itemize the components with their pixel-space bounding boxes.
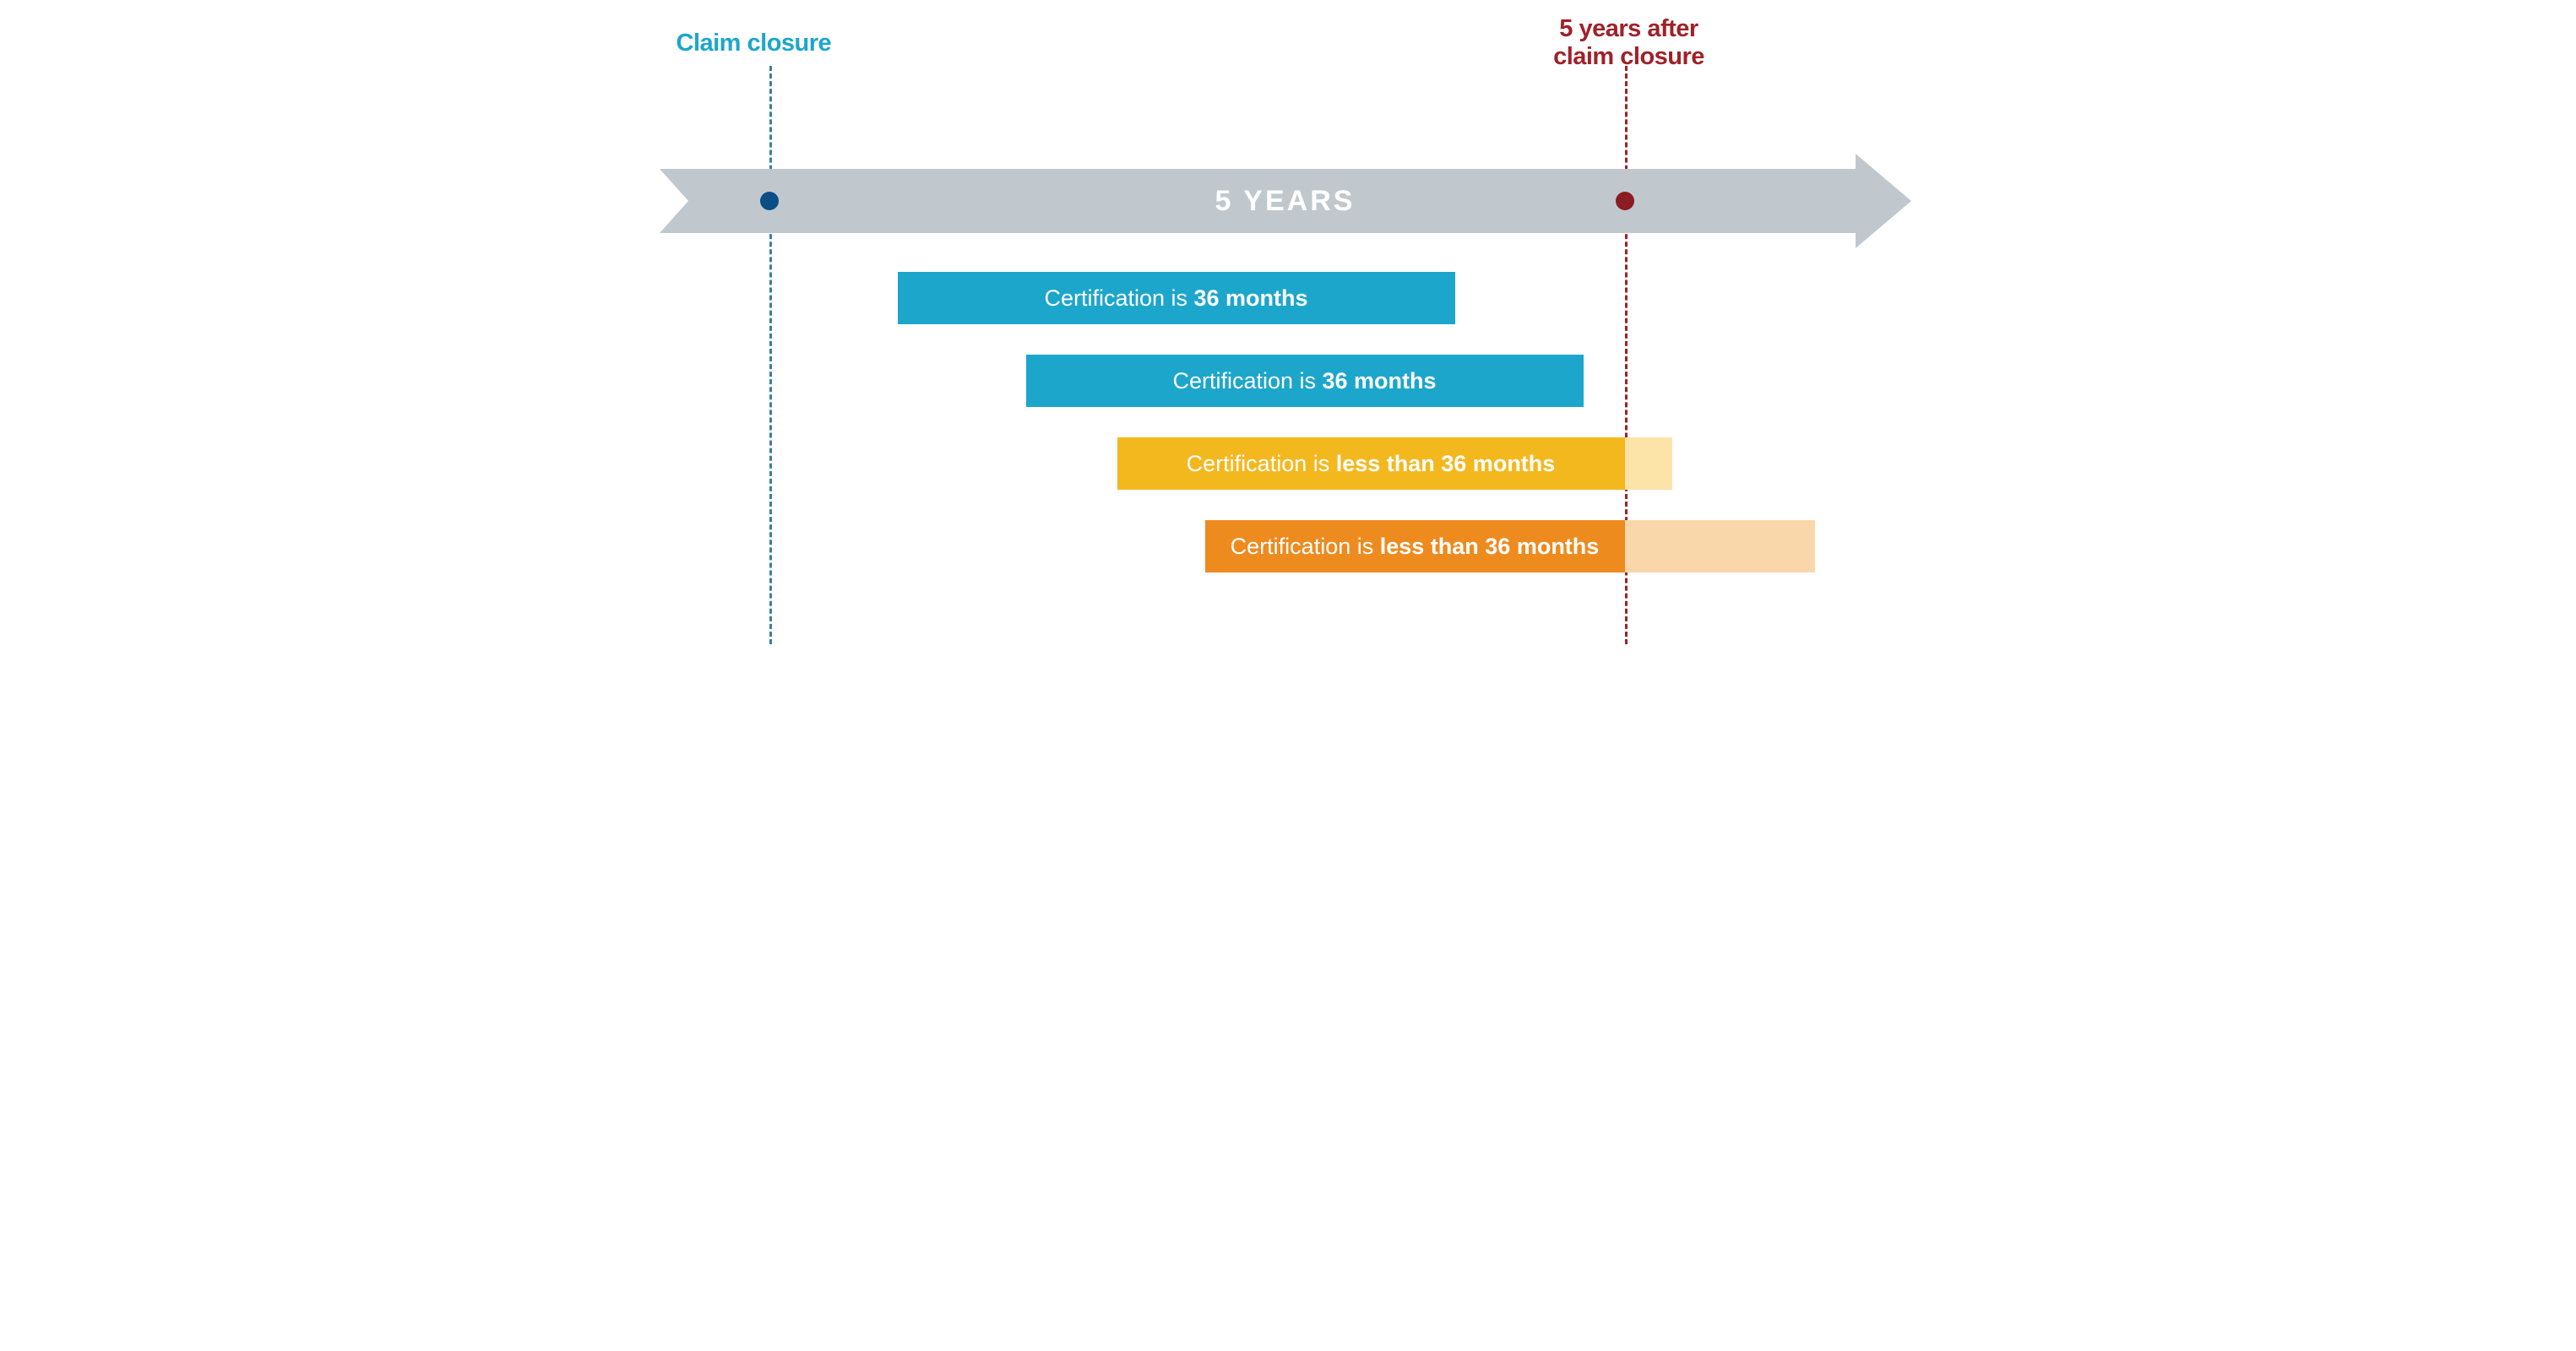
certification-bar-label: Certification is less than 36 months [1231, 534, 1600, 560]
guide-line-start [769, 66, 772, 644]
certification-bar-label: Certification is 36 months [1172, 368, 1436, 394]
marker-dot-start [760, 192, 779, 210]
certification-bar-body: Certification is less than 36 months [1117, 437, 1625, 490]
timeline-arrow-label: 5 YEARS [660, 169, 1911, 233]
label-claim-closure: Claim closure [677, 30, 832, 57]
certification-bar-body: Certification is 36 months [1026, 355, 1584, 407]
certification-bar: Certification is less than 36 months [1117, 437, 1672, 490]
certification-bar-label: Certification is 36 months [1044, 285, 1307, 312]
certification-bar-overflow [1625, 520, 1815, 572]
timeline-diagram: Claim closure 5 years afterclaim closure… [644, 0, 1932, 676]
certification-bar: Certification is 36 months [1026, 355, 1584, 407]
certification-bar: Certification is less than 36 months [1205, 520, 1815, 572]
label-five-years-after: 5 years afterclaim closure [1541, 15, 1718, 72]
timeline-arrow: 5 YEARS [660, 169, 1911, 233]
marker-dot-end [1616, 192, 1634, 210]
certification-bar-label: Certification is less than 36 months [1187, 451, 1556, 477]
certification-bar: Certification is 36 months [898, 272, 1455, 324]
certification-bar-overflow [1625, 437, 1672, 490]
certification-bar-body: Certification is less than 36 months [1205, 520, 1625, 572]
certification-bar-body: Certification is 36 months [898, 272, 1455, 324]
